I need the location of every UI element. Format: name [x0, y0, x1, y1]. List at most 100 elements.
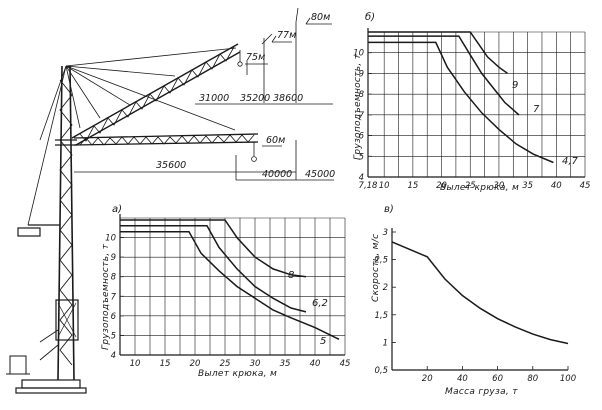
chart-v-xlabel: Масса груза, т: [445, 387, 518, 397]
chart-v-ytick-label: 1: [383, 338, 388, 348]
chart-a-ytick-label: 4: [111, 351, 116, 361]
chart-a-curve-label-8: 8: [288, 270, 294, 281]
chart-b-ylabel: Грузоподъемность, т: [353, 53, 363, 160]
chart-b-xtick-label: 45: [580, 181, 591, 191]
chart-a-xtick-label: 30: [250, 359, 261, 369]
jib-height-77: 77м: [277, 30, 296, 41]
chart-b-yticks: 4 5 6 7 8 9 10: [353, 49, 372, 183]
chart-v-ylabel: Скорость, м/с: [371, 234, 381, 302]
chart-a-grid: [120, 217, 346, 356]
dimension-annotations: [74, 7, 334, 181]
chart-b-ytick-label: 7: [359, 111, 365, 121]
chart-a-ylabel: Грузоподъемность, т: [101, 243, 111, 350]
chart-v-ytick-label: 2,5: [374, 256, 388, 266]
chart-a-xtick-label: 35: [280, 359, 291, 369]
chart-a-axes: [119, 214, 345, 356]
chart-b-ytick-label: 6: [359, 132, 365, 142]
chart-a-tag: а): [112, 204, 122, 215]
chart-a-ytick-label: 6: [111, 312, 117, 322]
chart-b-series-line-2: [368, 35, 520, 116]
tower-crane-drawing: [6, 43, 259, 394]
chart-v-yticks: 0,5 1 1,5 2 2,5 3: [374, 228, 396, 376]
chart-a-curve-label-5: 5: [320, 336, 326, 347]
chart-b-curve-label-9: 9: [512, 80, 518, 91]
chart-v-xtick-label: 80: [527, 374, 538, 384]
chart-b-series-line-1: [368, 31, 508, 75]
crane-jib-raised: [71, 43, 243, 146]
chart-a-ytick-label: 7: [111, 292, 117, 302]
chart-a-xtick-label: 25: [220, 359, 231, 369]
chart-b-ytick-label: 10: [353, 49, 364, 59]
crane-stays: [27, 47, 237, 226]
dimension-labels: 75м 77м 80м 31000 35200 38600 60м 35600 …: [156, 12, 335, 180]
chart-v-xticks: 20 40 60 80 100: [422, 366, 576, 384]
chart-a-xtick-label: 45: [340, 359, 351, 369]
chart-b-xtick-label: 30: [494, 181, 505, 191]
chart-b-xtick-label: 7,18: [359, 181, 379, 191]
crane-base: [6, 224, 87, 394]
chart-v-series: [391, 241, 569, 345]
chart-v-ytick-label: 1,5: [374, 311, 388, 321]
reach-38600: 38600: [273, 93, 303, 104]
chart-b-series-line-3: [368, 41, 554, 164]
chart-b-xtick-label: 20: [436, 181, 447, 191]
chart-a-xlabel: Вылет крюка, м: [198, 369, 277, 379]
crane-tower: [55, 65, 77, 381]
chart-a-xtick-label: 40: [310, 359, 321, 369]
chart-a-series-line-1: [120, 219, 307, 278]
chart-b-xtick-label: 35: [522, 181, 533, 191]
chart-a-ytick-label: 5: [111, 331, 116, 341]
chart-v-xtick-label: 20: [422, 374, 433, 384]
chart-v-ytick-label: 3: [383, 228, 388, 238]
chart-b-ytick-label: 8: [359, 90, 365, 100]
chart-b-xtick-label: 10: [379, 181, 390, 191]
chart-v-ytick-label: 2: [383, 283, 388, 293]
chart-v-series-line-1: [391, 241, 569, 345]
chart-a-xtick-label: 15: [160, 359, 171, 369]
chart-b-ytick-label: 4: [359, 173, 364, 183]
chart-a-ytick-label: 9: [111, 253, 116, 263]
chart-b-grid: [368, 31, 586, 178]
chart-b-tag: б): [365, 11, 375, 23]
reach-35600: 35600: [156, 160, 186, 171]
chart-b-xtick-label: 40: [551, 181, 562, 191]
chart-a-xticks: 10 15 20 25 30 35 40 45: [130, 359, 351, 369]
chart-v-tag: в): [384, 204, 394, 215]
chart-a-series-line-3: [120, 230, 340, 340]
chart-b-ytick-label: 9: [359, 69, 364, 79]
chart-b-series: [368, 31, 554, 164]
chart-b-ytick-label: 5: [359, 152, 364, 162]
reach-40000: 40000: [262, 169, 292, 180]
reach-35200: 35200: [240, 93, 270, 104]
chart-b-axes: [367, 28, 585, 178]
jib-height-75: 75м: [246, 52, 265, 63]
chart-v-ytick-label: 0,5: [374, 366, 388, 376]
chart-a-xtick-label: 20: [190, 359, 201, 369]
chart-a-series: [120, 219, 340, 340]
reach-31000: 31000: [199, 93, 229, 104]
chart-v-xtick-label: 100: [560, 374, 576, 384]
chart-b-xtick-label: 15: [407, 181, 418, 191]
chart-b-xtick-label: 25: [465, 181, 476, 191]
chart-b-curve-label-7: 7: [533, 104, 540, 115]
chart-a-ytick-label: 10: [105, 234, 116, 244]
chart-a-xtick-label: 10: [130, 359, 141, 369]
chart-v-speed: в) 20 40 60 80 100 0,5 1 1,5 2 2,5 3 Масса груза,…: [371, 204, 576, 397]
reach-45000: 45000: [305, 169, 335, 180]
chart-v-xtick-label: 60: [492, 374, 503, 384]
chart-a-curve-label-6-2: 6,2: [312, 298, 328, 309]
chart-a-yticks: 4 5 6 7 8 9 10: [105, 234, 124, 361]
chart-a-series-line-2: [120, 225, 307, 313]
chart-v-xtick-label: 40: [457, 374, 468, 384]
hook-height-60: 60м: [266, 135, 285, 146]
chart-a-ytick-label: 8: [111, 273, 117, 283]
chart-b-xticks: 7,18 10 15 20 25 30 35 40 45: [359, 181, 591, 191]
chart-b-curve-label-4-7: 4,7: [562, 156, 579, 167]
crane-jib-horizontal: [73, 133, 259, 162]
chart-b-xlabel: Вылет крюка, м: [440, 183, 519, 193]
jib-height-80: 80м: [311, 12, 330, 23]
chart-v-axes: [391, 228, 568, 371]
